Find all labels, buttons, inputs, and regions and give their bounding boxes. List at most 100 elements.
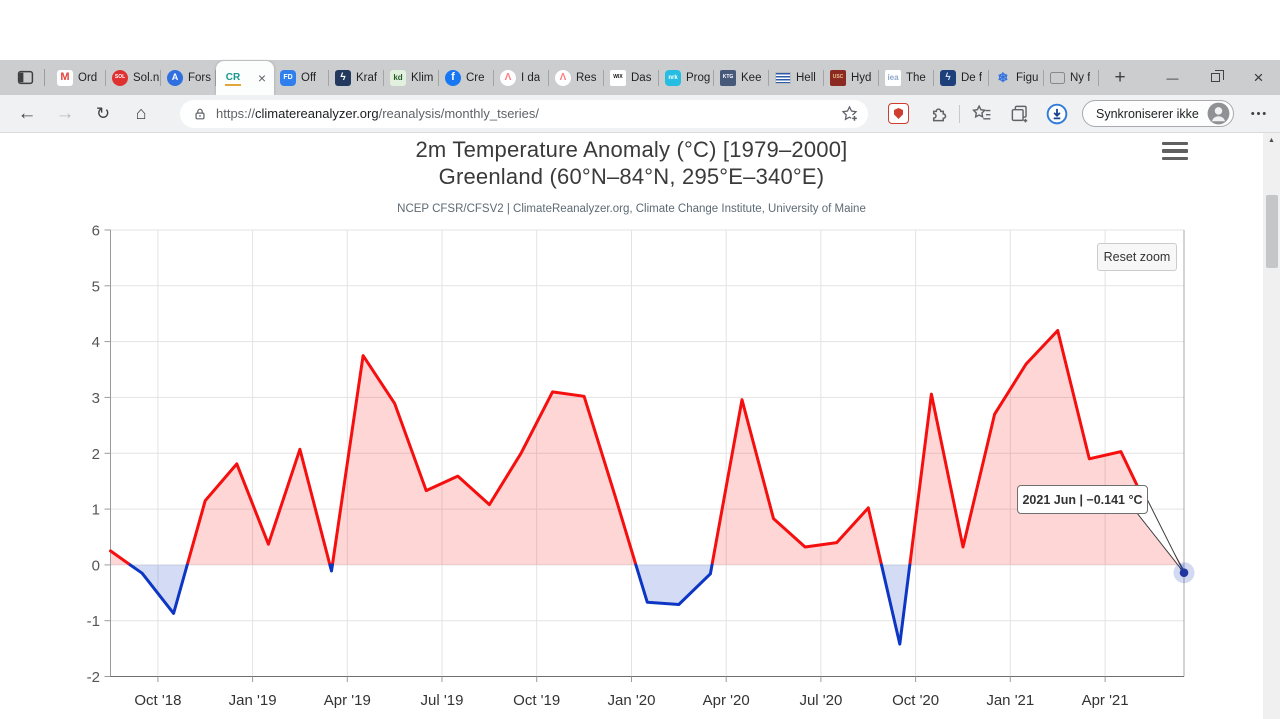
forward-button[interactable]: → [55, 102, 75, 124]
reset-zoom-button[interactable]: Reset zoom [1097, 243, 1177, 271]
tab-divider [988, 69, 989, 86]
tab-actions-menu-icon[interactable] [14, 67, 36, 89]
page-content: -2 -1 0 1 2 3 4 5 6 Oct '18 Jan '19 Apr '19 Jul '19 O… [0, 133, 1280, 719]
x-axis-labels: Oct '18 Jan '19 Apr '19 Jul '19 Oct '19 Jan '… [134, 692, 1128, 709]
tab[interactable]: A Fors [161, 60, 215, 95]
add-favorite-icon[interactable] [838, 103, 860, 125]
tab[interactable]: M Ord [51, 60, 105, 95]
tab[interactable]: USC Hyd [824, 60, 878, 95]
tab[interactable]: Λ Res [549, 60, 603, 95]
climatereanalyzer-icon: CR [225, 70, 241, 86]
tab-divider [215, 69, 216, 86]
hovered-data-point[interactable] [1179, 568, 1189, 577]
tab-close-icon[interactable]: × [257, 70, 266, 86]
home-button[interactable]: ⌂ [135, 103, 147, 123]
svg-text:Jan '20: Jan '20 [608, 692, 656, 709]
svg-text:Apr '20: Apr '20 [703, 692, 750, 709]
tab-label: De f [961, 71, 983, 84]
snowflake-icon: ❄ [997, 70, 1009, 85]
svg-text:Jul '20: Jul '20 [799, 692, 842, 709]
tab-divider [438, 69, 439, 86]
tab-label: Prog [686, 71, 711, 84]
tab-label: Das [631, 71, 652, 84]
shield-extension-icon[interactable] [888, 103, 909, 124]
svg-text:Oct '19: Oct '19 [513, 692, 560, 709]
scrollbar-up-arrow[interactable]: ▲ [1268, 137, 1275, 144]
svg-text:Jan '21: Jan '21 [986, 692, 1034, 709]
ktg-icon: KTG [720, 69, 736, 86]
tab-label: Ord [78, 71, 98, 84]
close-window-button[interactable]: × [1253, 67, 1264, 87]
kd-icon: kd [390, 69, 406, 86]
fd-icon: FD [280, 69, 296, 86]
refresh-button[interactable]: ↻ [95, 103, 111, 123]
tab[interactable]: KTG Kee [714, 60, 768, 95]
tab[interactable]: SOL Sol.n [106, 60, 160, 95]
tab[interactable]: kd Klim [384, 60, 438, 95]
forskning-icon: A [167, 69, 183, 86]
tab-divider [383, 69, 384, 86]
blank-top-area [0, 0, 1280, 60]
svg-text:0: 0 [92, 557, 100, 574]
sync-status-label: Synkroniserer ikke [1096, 106, 1199, 121]
scrollbar-thumb[interactable] [1265, 195, 1278, 268]
tab-label: Hyd [851, 71, 872, 84]
tabs-container: M Ord SOL Sol.n A Fors CR × FD Off ϟ Kraf kd Klim f Cre… [51, 60, 1099, 95]
sol-icon: SOL [112, 69, 128, 86]
collections-icon[interactable] [1008, 103, 1030, 125]
svg-text:Oct '20: Oct '20 [892, 692, 939, 709]
profile-button[interactable]: Synkroniserer ikke [1082, 100, 1234, 127]
tab-divider [1098, 69, 1099, 86]
de-icon: ϟ [940, 69, 956, 86]
tab[interactable]: WIX Das [604, 60, 658, 95]
tab[interactable]: ϟ Kraf [329, 60, 383, 95]
back-button[interactable]: ← [17, 102, 37, 124]
tab-divider [658, 69, 659, 86]
shield-icon [894, 108, 903, 119]
tab[interactable]: ❄ Figu [989, 60, 1043, 95]
tab[interactable]: f Cre [439, 60, 493, 95]
wix-icon: WIX [610, 69, 626, 86]
tab-label: Sol.n [133, 71, 160, 84]
tab[interactable]: Hell [769, 60, 823, 95]
tab-label: Ny f [1070, 71, 1091, 84]
favorites-icon[interactable] [970, 103, 992, 125]
tab[interactable]: FD Off [274, 60, 328, 95]
svg-text:Apr '21: Apr '21 [1082, 692, 1129, 709]
chart-menu-icon[interactable] [1162, 142, 1188, 160]
extensions-puzzle-icon[interactable] [927, 103, 949, 125]
tab-active[interactable]: CR × [216, 61, 274, 95]
svg-text:Jan '19: Jan '19 [229, 692, 277, 709]
new-tab-button[interactable]: + [1114, 66, 1126, 88]
page-scrollbar[interactable]: ▲ [1263, 133, 1280, 719]
restore-button[interactable] [1194, 60, 1237, 95]
area-fill-negative [110, 564, 1184, 645]
tab-label: Res [576, 71, 597, 84]
downloads-icon[interactable] [1046, 103, 1068, 125]
tab-label: Klim [411, 71, 434, 84]
tab[interactable]: Ny f [1044, 60, 1098, 95]
address-bar[interactable]: https://climatereanalyzer.org/reanalysis… [180, 99, 868, 128]
tab-divider [160, 69, 161, 86]
browser-toolbar: ← → ↻ ⌂ https://climatereanalyzer.org/re… [0, 95, 1280, 133]
facebook-icon: f [445, 69, 461, 86]
url-path: /reanalysis/monthly_tseries/ [378, 106, 539, 121]
usc-icon: USC [830, 69, 846, 86]
svg-text:1: 1 [92, 502, 100, 519]
tab[interactable]: ϟ De f [934, 60, 988, 95]
gridlines [110, 229, 1184, 677]
chart-title-line2: Greenland (60°N–84°N, 295°E–340°E) [438, 164, 825, 189]
minimize-button[interactable]: — [1166, 70, 1179, 85]
restore-icon [1211, 70, 1224, 82]
tab-divider [493, 69, 494, 86]
svg-text:Jul '19: Jul '19 [421, 692, 464, 709]
settings-menu-icon[interactable] [1248, 103, 1270, 125]
tab[interactable]: nrk Prog [659, 60, 713, 95]
chart-title-line1: 2m Temperature Anomaly (°C) [1979–2000] [415, 137, 848, 162]
series-line-positive [109, 329, 1181, 567]
tab-divider [878, 69, 879, 86]
tab[interactable]: iea The [879, 60, 933, 95]
tab[interactable]: Λ I da [494, 60, 548, 95]
